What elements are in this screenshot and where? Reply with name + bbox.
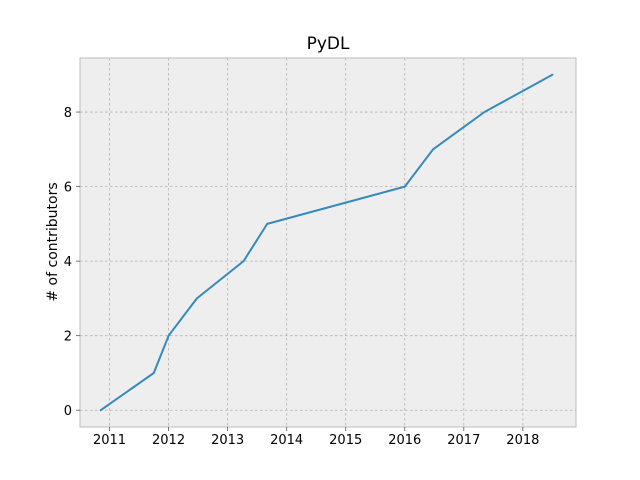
x-tick-label: 2014 [270, 433, 303, 448]
x-tick-label: 2013 [211, 433, 244, 448]
x-gridlines [109, 58, 524, 427]
plot-area [79, 57, 577, 428]
x-tick-label: 2015 [329, 433, 362, 448]
x-tick-label: 2011 [93, 433, 126, 448]
series-layer [99, 73, 554, 412]
x-tick-label: 2017 [447, 433, 480, 448]
y-axis-label: # of contributors [45, 182, 61, 301]
y-tick-label: 0 [64, 404, 72, 419]
x-tick-label: 2016 [388, 433, 421, 448]
series-line [99, 73, 554, 412]
y-tick-label: 8 [64, 106, 72, 121]
y-tick-label: 6 [64, 181, 72, 196]
y-tick-label: 4 [64, 255, 72, 270]
x-tick-label: 2012 [152, 433, 185, 448]
x-axis: 2011 2012 2013 2014 2015 2016 2017 2018 [93, 427, 539, 448]
x-tick-label: 2018 [506, 433, 539, 448]
y-tick-label: 2 [64, 330, 72, 345]
y-axis: 0 2 4 6 8 [64, 106, 80, 419]
chart-title: PyDL [307, 34, 350, 54]
